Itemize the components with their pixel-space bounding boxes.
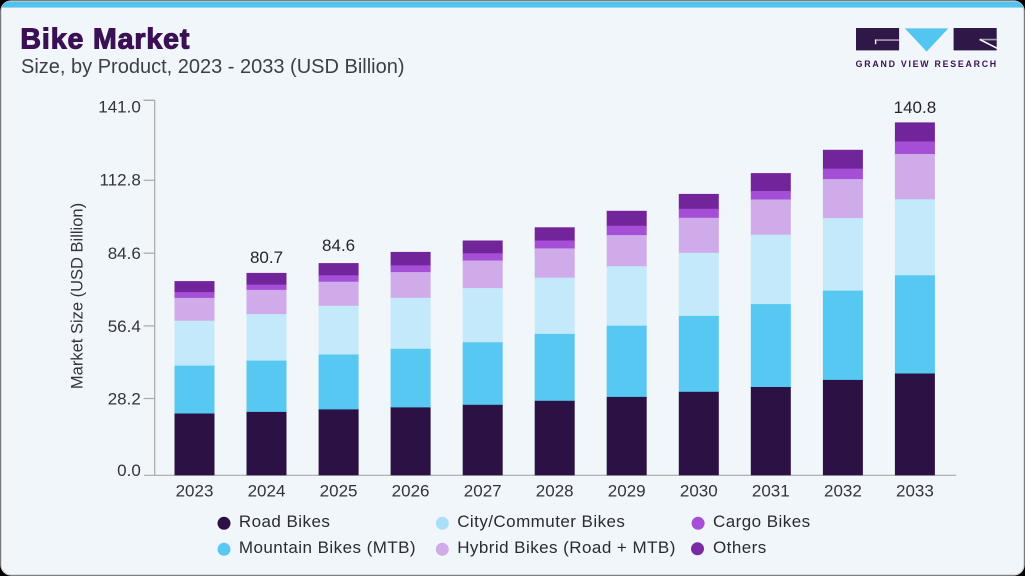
svg-text:56.4: 56.4 bbox=[108, 317, 141, 336]
svg-text:140.8: 140.8 bbox=[894, 98, 937, 117]
svg-text:City/Commuter Bikes: City/Commuter Bikes bbox=[457, 512, 625, 531]
svg-text:2032: 2032 bbox=[824, 481, 862, 500]
svg-text:Market Size (USD Billion): Market Size (USD Billion) bbox=[69, 203, 87, 389]
svg-text:Road Bikes: Road Bikes bbox=[239, 512, 330, 531]
svg-text:2025: 2025 bbox=[320, 481, 358, 500]
svg-text:2026: 2026 bbox=[392, 481, 430, 500]
svg-text:Bike Market: Bike Market bbox=[20, 23, 190, 55]
svg-text:Mountain Bikes (MTB): Mountain Bikes (MTB) bbox=[239, 538, 416, 557]
svg-text:2033: 2033 bbox=[896, 481, 934, 500]
svg-text:2031: 2031 bbox=[752, 481, 790, 500]
svg-text:2028: 2028 bbox=[536, 481, 574, 500]
svg-text:84.6: 84.6 bbox=[322, 236, 355, 255]
svg-text:2024: 2024 bbox=[248, 481, 286, 500]
svg-text:Size, by Product, 2023 - 2033: Size, by Product, 2023 - 2033 (USD Billi… bbox=[21, 56, 405, 78]
svg-text:2023: 2023 bbox=[176, 481, 214, 500]
svg-text:Hybrid Bikes (Road + MTB): Hybrid Bikes (Road + MTB) bbox=[457, 538, 676, 557]
svg-text:Others: Others bbox=[713, 538, 767, 557]
svg-text:141.0: 141.0 bbox=[98, 98, 141, 117]
svg-text:2029: 2029 bbox=[608, 481, 646, 500]
svg-text:Cargo Bikes: Cargo Bikes bbox=[713, 512, 811, 531]
svg-text:0.0: 0.0 bbox=[117, 461, 141, 480]
svg-text:84.6: 84.6 bbox=[108, 244, 141, 263]
svg-text:2030: 2030 bbox=[680, 481, 718, 500]
svg-text:GRAND VIEW RESEARCH: GRAND VIEW RESEARCH bbox=[856, 59, 998, 69]
svg-text:80.7: 80.7 bbox=[250, 248, 283, 267]
svg-text:28.2: 28.2 bbox=[108, 389, 141, 408]
svg-text:2027: 2027 bbox=[464, 481, 502, 500]
svg-text:112.8: 112.8 bbox=[100, 171, 141, 190]
